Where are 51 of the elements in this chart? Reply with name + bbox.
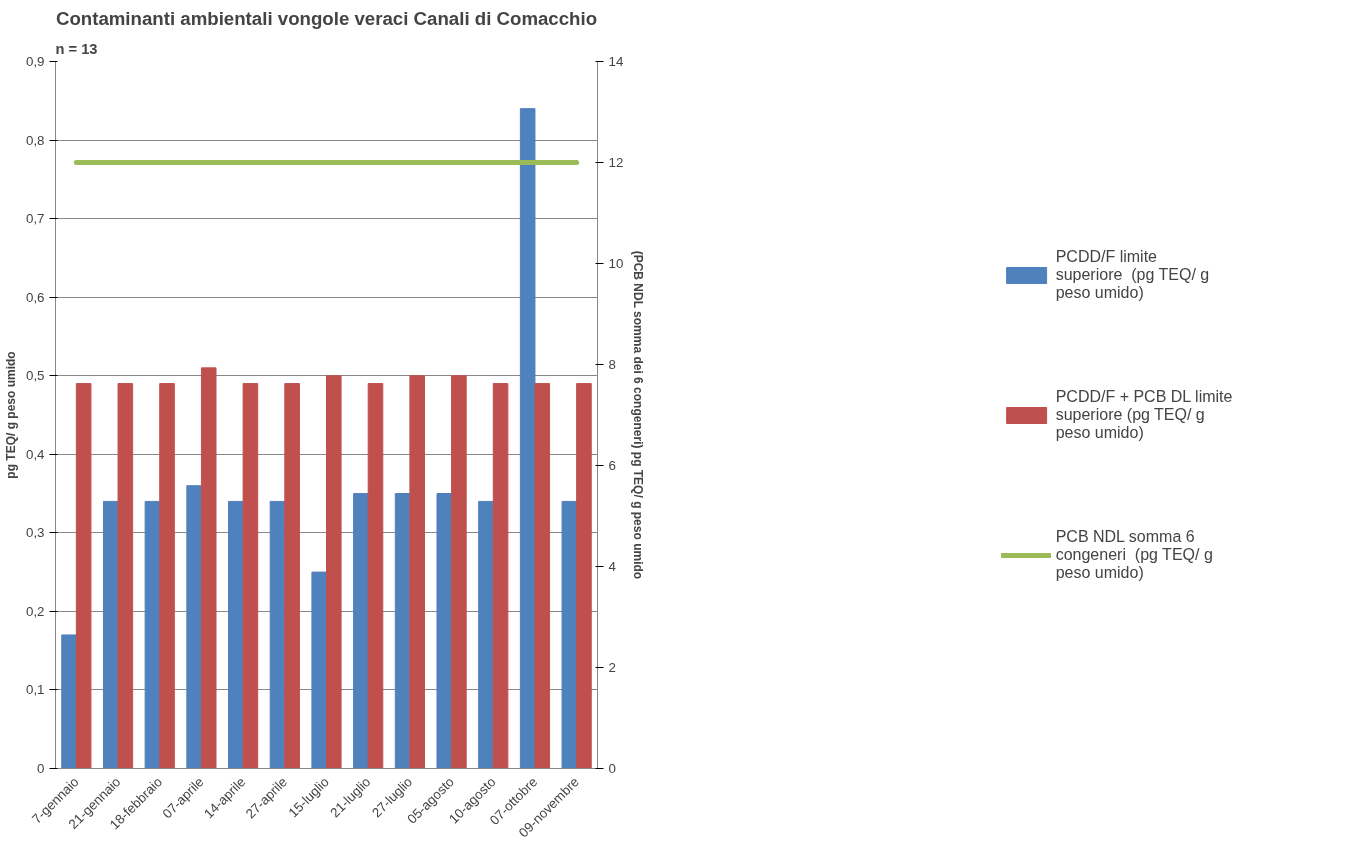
bar — [394, 493, 411, 769]
bar — [409, 375, 425, 769]
y-tick-label: 0,5 — [25, 368, 45, 384]
y2-axis-title: (PCB NDL somma dei 6 congeneri) pg TEQ/ g peso umido — [631, 250, 646, 580]
bar — [519, 108, 536, 769]
bar — [492, 383, 509, 769]
y-axis-title: pg TEQ/ g peso umido — [3, 351, 18, 479]
bar — [367, 383, 384, 769]
y-tick-label: 0,1 — [25, 682, 45, 698]
text: n = 13 — [55, 40, 98, 57]
y2-tick-label: 8 — [608, 357, 616, 372]
bar — [326, 375, 342, 769]
bar — [451, 375, 467, 769]
y2-tick-label: 4 — [608, 559, 617, 574]
bar — [353, 493, 369, 769]
chart-title: Contaminanti ambientali vongole veraci Canali di Comacchio — [55, 7, 598, 29]
bar — [117, 383, 134, 769]
bar — [436, 493, 453, 769]
y-tick-label: 0,6 — [25, 289, 45, 305]
bar — [478, 500, 494, 769]
y-tick-label: 0,8 — [25, 132, 45, 148]
y2-tick-label: 14 — [608, 54, 624, 69]
bar — [61, 634, 77, 769]
y2-tick-label: 0 — [608, 761, 616, 776]
bar — [576, 383, 592, 769]
legend-label: PCB NDL somma 6 congeneri (pg TEQ/ g peso umido) — [1055, 526, 1213, 583]
bar — [284, 383, 300, 769]
bar — [534, 383, 551, 769]
y-tick-label: 0,9 — [25, 54, 45, 69]
bar — [159, 383, 175, 769]
y-tick-label: 0,2 — [25, 603, 45, 619]
bar — [200, 367, 217, 769]
bar — [144, 500, 161, 769]
legend-label: PCDD/F + PCB DL limite superiore (pg TEQ/ g peso umido) — [1055, 386, 1233, 443]
bar — [102, 500, 119, 769]
bar — [186, 485, 202, 769]
bar — [228, 500, 244, 769]
bar — [75, 383, 92, 769]
bar — [561, 500, 578, 769]
y-tick-label: 0,7 — [25, 211, 45, 227]
y2-tick-label: 6 — [608, 458, 616, 473]
y-tick-label: 0,3 — [25, 525, 45, 541]
y2-tick-label: 2 — [608, 660, 616, 675]
bar — [311, 571, 327, 769]
bar — [269, 500, 286, 769]
y2-tick-label: 12 — [608, 155, 624, 170]
y2-tick-label: 10 — [608, 256, 624, 271]
y-tick-label: 0,4 — [25, 446, 46, 462]
bar — [242, 383, 259, 769]
legend-label: PCDD/F limite superiore (pg TEQ/ g peso umido) — [1055, 246, 1210, 303]
y-tick-label: 0 — [37, 761, 45, 776]
